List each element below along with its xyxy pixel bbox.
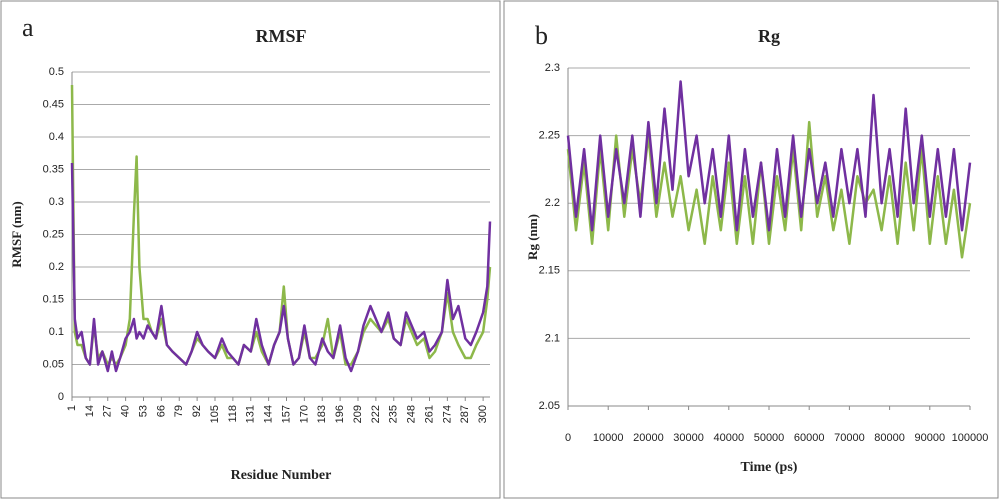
x-axis-title: Time (ps) bbox=[741, 460, 798, 475]
x-tick-label: 144 bbox=[263, 405, 275, 423]
x-tick-label: 70000 bbox=[834, 432, 865, 444]
x-tick-label: 80000 bbox=[874, 432, 905, 444]
y-tick-label: 2.1 bbox=[545, 332, 560, 344]
y-tick-label: 0.5 bbox=[49, 66, 64, 78]
data-line bbox=[566, 80, 972, 232]
y-tick-label: 0.15 bbox=[43, 293, 64, 305]
x-tick-label: 118 bbox=[227, 405, 239, 423]
x-tick-label: 235 bbox=[388, 405, 400, 423]
x-tick-label: 209 bbox=[352, 405, 364, 423]
y-axis-title: RMSF (nm) bbox=[9, 201, 24, 267]
x-tick-label: 170 bbox=[298, 405, 310, 423]
x-tick-label: 105 bbox=[209, 405, 221, 423]
x-tick-label: 274 bbox=[441, 405, 453, 423]
x-tick-label: 131 bbox=[245, 405, 257, 423]
x-tick-label: 100000 bbox=[952, 432, 989, 444]
x-tick-label: 248 bbox=[406, 405, 418, 423]
x-tick-label: 222 bbox=[370, 405, 382, 423]
y-tick-label: 0.2 bbox=[49, 261, 64, 273]
y-tick-label: 0.1 bbox=[49, 326, 64, 338]
data-line bbox=[70, 162, 492, 373]
panel-border bbox=[0, 0, 501, 499]
x-tick-label: 40 bbox=[120, 405, 132, 417]
y-tick-label: 0.25 bbox=[43, 228, 64, 240]
x-tick-label: 79 bbox=[173, 405, 185, 417]
x-tick-label: 287 bbox=[459, 405, 471, 423]
x-tick-label: 183 bbox=[316, 405, 328, 423]
y-tick-label: 0.35 bbox=[43, 163, 64, 175]
y-tick-label: 0.05 bbox=[43, 358, 64, 370]
x-tick-label: 157 bbox=[280, 405, 292, 423]
panel-label: b bbox=[535, 21, 548, 50]
x-tick-label: 90000 bbox=[915, 432, 946, 444]
x-axis-title: Residue Number bbox=[231, 468, 332, 483]
x-tick-label: 53 bbox=[137, 405, 149, 417]
x-tick-label: 50000 bbox=[754, 432, 785, 444]
x-tick-label: 0 bbox=[565, 432, 571, 444]
x-tick-label: 261 bbox=[423, 405, 435, 423]
x-tick-label: 14 bbox=[84, 405, 96, 417]
y-tick-label: 0.45 bbox=[43, 98, 64, 110]
y-tick-label: 2.15 bbox=[539, 265, 560, 277]
x-tick-label: 66 bbox=[155, 405, 167, 417]
y-axis-title: Rg (nm) bbox=[525, 214, 540, 260]
y-tick-label: 2.05 bbox=[539, 400, 560, 412]
x-tick-label: 60000 bbox=[794, 432, 825, 444]
y-tick-label: 2.2 bbox=[545, 197, 560, 209]
x-tick-label: 300 bbox=[477, 405, 489, 423]
chart-title: RMSF bbox=[256, 26, 307, 46]
x-tick-label: 27 bbox=[102, 405, 114, 417]
x-tick-label: 30000 bbox=[673, 432, 704, 444]
y-tick-label: 2.3 bbox=[545, 62, 560, 74]
y-tick-label: 0.4 bbox=[49, 131, 64, 143]
y-tick-label: 0.3 bbox=[49, 196, 64, 208]
x-tick-label: 1 bbox=[66, 405, 78, 411]
x-tick-label: 40000 bbox=[714, 432, 745, 444]
x-tick-label: 92 bbox=[191, 405, 203, 417]
chart-title: Rg bbox=[758, 26, 780, 46]
panel-label: a bbox=[22, 13, 34, 42]
x-tick-label: 196 bbox=[334, 405, 346, 423]
panel-border bbox=[503, 0, 999, 499]
y-tick-label: 2.25 bbox=[539, 130, 560, 142]
x-tick-label: 10000 bbox=[593, 432, 624, 444]
x-tick-label: 20000 bbox=[633, 432, 664, 444]
y-tick-label: 0 bbox=[58, 391, 64, 403]
